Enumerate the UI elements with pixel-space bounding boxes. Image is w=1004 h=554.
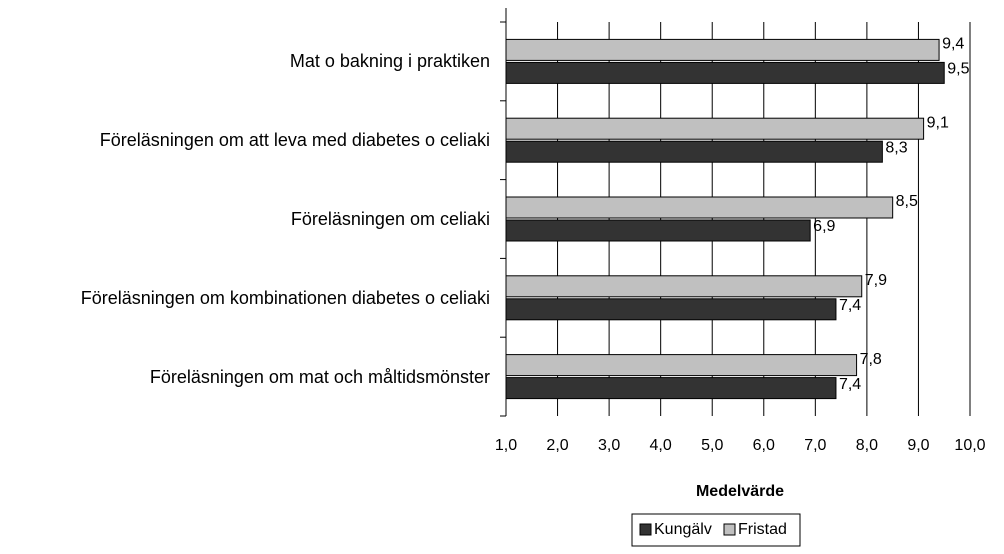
category-text: Föreläsningen om att leva med diabetes o… (99, 130, 490, 151)
category-text: Mat o bakning i praktiken (289, 51, 490, 72)
data-label: 9,1 (927, 114, 949, 131)
x-tick-label: 3,0 (598, 437, 620, 454)
bar (505, 140, 883, 163)
bar (505, 219, 811, 242)
bar (505, 196, 894, 219)
category-text: Föreläsningen om mat och måltidsmönster (149, 366, 490, 387)
data-label: 7,9 (865, 272, 887, 289)
legend-label: Kungälv (654, 521, 712, 538)
x-tick-label: 10,0 (954, 437, 985, 454)
category-label: Föreläsningen om kombinationen diabetes … (0, 285, 490, 311)
x-tick-label: 1,0 (495, 437, 517, 454)
category-text: Föreläsningen om celiaki (290, 209, 490, 229)
x-tick-label: 4,0 (650, 437, 672, 454)
data-label: 7,8 (860, 351, 882, 368)
bar (505, 38, 940, 61)
x-axis-label: Medelvärde (696, 483, 784, 500)
category-label: Föreläsningen om celiaki (0, 206, 490, 232)
data-label: 9,4 (942, 36, 964, 53)
x-tick-label: 8,0 (856, 437, 878, 454)
x-tick-label: 6,0 (753, 437, 775, 454)
x-tick-label: 5,0 (701, 437, 723, 454)
category-label: Föreläsningen om att leva med diabetes o… (0, 127, 490, 153)
data-label: 8,5 (896, 193, 918, 210)
bar (505, 61, 945, 84)
category-text: Föreläsningen om kombinationen diabetes … (80, 287, 490, 308)
data-label: 7,4 (839, 376, 861, 393)
category-label: Mat o bakning i praktiken (0, 48, 490, 74)
legend-swatch (723, 523, 736, 536)
legend-swatch (639, 523, 652, 536)
category-label: Föreläsningen om mat och måltidsmönster (0, 364, 490, 390)
data-label: 6,9 (813, 218, 835, 235)
data-label: 7,4 (839, 297, 861, 314)
bar (505, 377, 837, 400)
bar (505, 298, 837, 321)
bar (505, 117, 925, 140)
bar (505, 275, 863, 298)
legend-label: Fristad (738, 521, 787, 538)
data-label: 9,5 (947, 61, 969, 78)
x-tick-label: 2,0 (546, 437, 568, 454)
data-label: 8,3 (885, 139, 907, 156)
x-tick-label: 9,0 (907, 437, 929, 454)
bar (505, 354, 858, 377)
x-tick-label: 7,0 (804, 437, 826, 454)
legend-box (631, 513, 801, 547)
